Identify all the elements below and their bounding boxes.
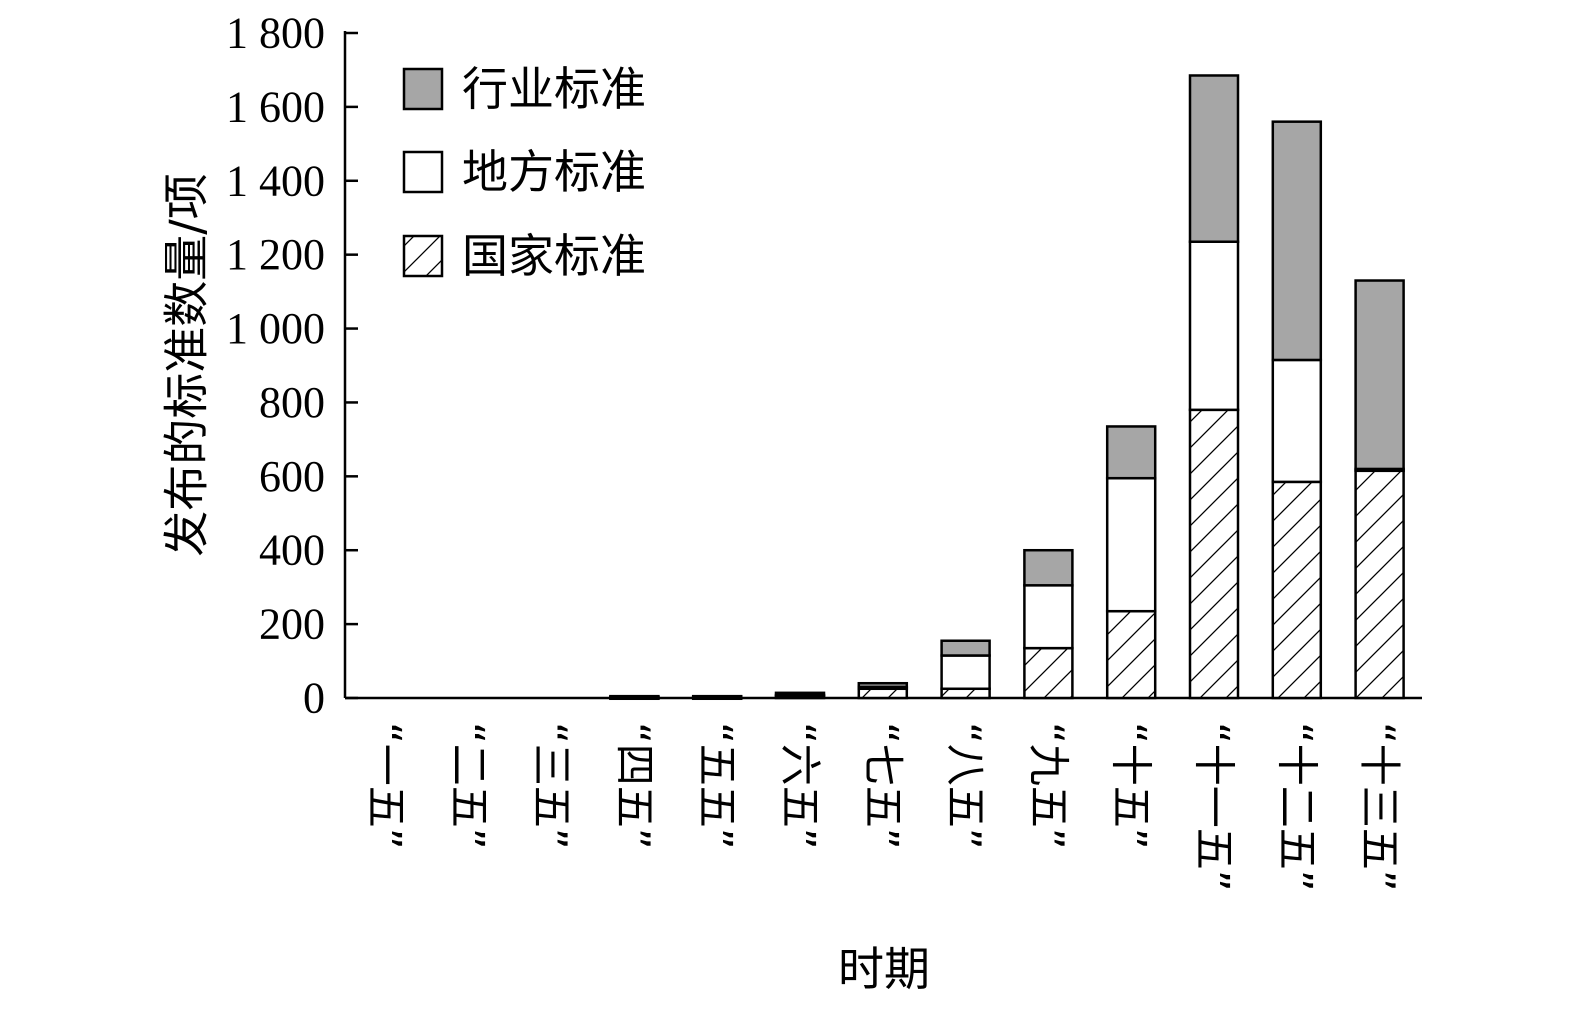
bar-segment xyxy=(1271,358,1323,484)
x-tick-label-text: “十三五” xyxy=(1355,722,1404,892)
bar-segment xyxy=(1023,548,1074,587)
x-tick-label-text: “十一五” xyxy=(1190,722,1239,892)
legend-swatch xyxy=(402,234,444,278)
y-tick-label: 600 xyxy=(259,452,325,501)
bar-segment xyxy=(691,694,743,699)
x-tick-label-text: “六五” xyxy=(776,722,825,850)
x-tick-label-text: “二五” xyxy=(444,722,493,850)
bar-segment xyxy=(1023,646,1074,700)
x-tick-label-text: “八五” xyxy=(941,722,990,850)
x-tick-label: “三五” xyxy=(527,722,576,850)
bar-segment xyxy=(1354,279,1405,471)
y-tick-label: 1 800 xyxy=(226,9,325,58)
x-tick-label: “十二五” xyxy=(1272,722,1321,892)
bar-segment xyxy=(1105,609,1157,700)
legend-swatch xyxy=(402,67,444,111)
x-tick-label-text: “三五” xyxy=(527,722,576,850)
bar-segment xyxy=(857,681,909,689)
y-tick-label: 200 xyxy=(259,600,325,649)
y-tick-label: 1 600 xyxy=(226,82,325,131)
bar-segment xyxy=(940,654,991,691)
bar-segment xyxy=(857,687,909,700)
x-tick-label: “十五” xyxy=(1107,722,1156,850)
bar-segment xyxy=(1023,584,1074,650)
x-tick-label: “二五” xyxy=(444,722,493,850)
bar-segment xyxy=(940,639,991,657)
x-tick-label-text: “十五” xyxy=(1107,722,1156,850)
bar-segment xyxy=(1105,425,1157,480)
bar-segment xyxy=(1105,476,1157,613)
y-tick-label: 0 xyxy=(303,674,325,723)
legend-label: 地方标准 xyxy=(462,145,646,199)
x-tick-label-text: “十二五” xyxy=(1272,722,1321,892)
plot-area: 0 200 400 600 800 1 000 1 200 1 400 1 600 1 800 “一… xyxy=(226,9,1422,892)
bar-segment xyxy=(1271,480,1323,700)
x-tick-label-text: “一五” xyxy=(362,722,411,850)
x-tick-label: “一五” xyxy=(362,722,411,850)
legend-swatch xyxy=(402,150,444,194)
x-tick-label: “六五” xyxy=(776,722,825,850)
y-tick-label: 1 400 xyxy=(226,156,325,205)
legend-label: 国家标准 xyxy=(462,229,646,283)
y-tick-label: 800 xyxy=(259,378,325,427)
bar-segment xyxy=(774,691,826,697)
x-tick-label: “八五” xyxy=(941,722,990,850)
bar-segment xyxy=(1188,74,1240,243)
x-tick-label-text: “九五” xyxy=(1024,722,1073,850)
bar-segment xyxy=(1354,469,1405,700)
x-tick-label-text: “五五” xyxy=(693,722,742,850)
bar-segment xyxy=(609,694,660,699)
x-tick-label: “九五” xyxy=(1024,722,1073,850)
y-tick-label: 400 xyxy=(259,526,325,575)
x-tick-label: “十三五” xyxy=(1355,722,1404,892)
x-tick-label-text: “七五” xyxy=(858,722,907,850)
bar-segment xyxy=(940,687,991,700)
bar-segment xyxy=(1271,120,1323,362)
x-tick-label: “四五” xyxy=(610,722,659,850)
x-tick-label: “七五” xyxy=(858,722,907,850)
bar-segment xyxy=(1188,408,1240,700)
x-tick-label: “十一五” xyxy=(1190,722,1239,892)
x-tick-label-text: “四五” xyxy=(610,722,659,850)
x-tick-label: “五五” xyxy=(693,722,742,850)
y-axis-title: 发布的标准数量/项 xyxy=(160,173,214,557)
y-tick-label: 1 000 xyxy=(226,304,325,353)
x-axis-title: 时期 xyxy=(838,942,930,996)
legend-label: 行业标准 xyxy=(462,62,646,116)
y-tick-label: 1 200 xyxy=(226,230,325,279)
bar-segment xyxy=(1188,240,1240,412)
